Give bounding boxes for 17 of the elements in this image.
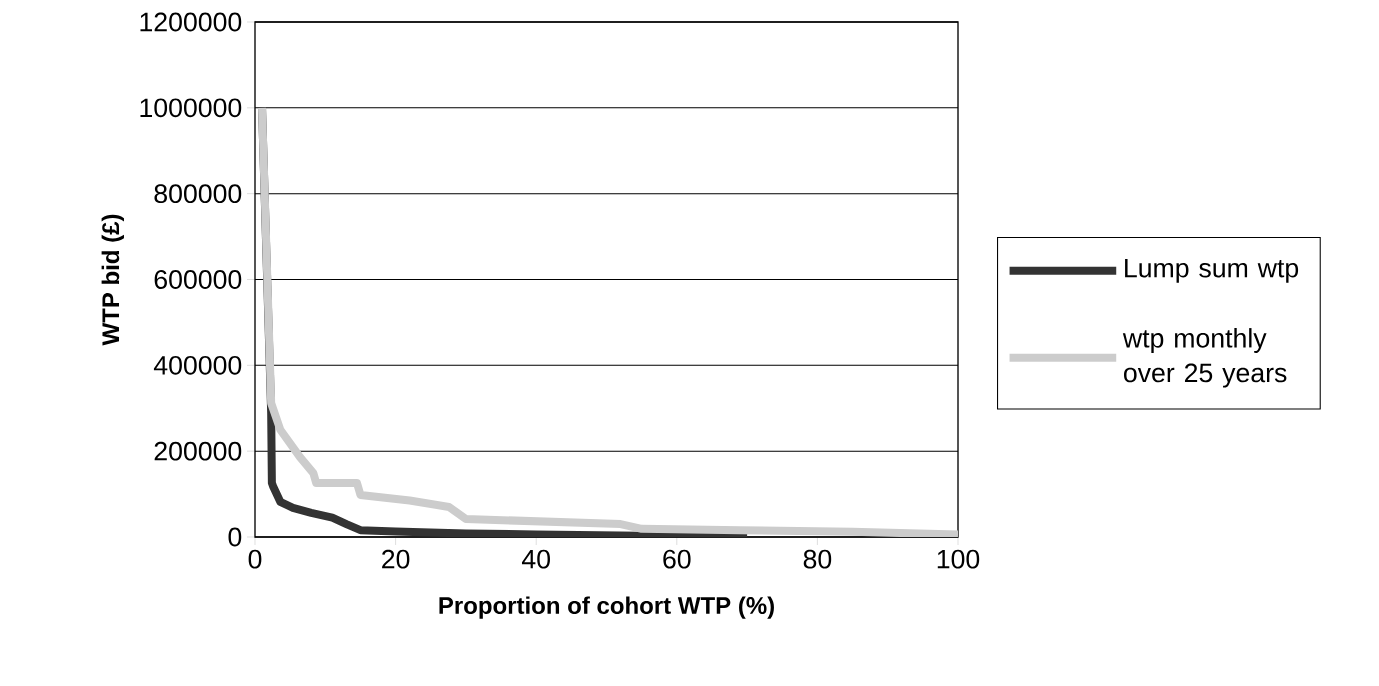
x-tick-label: 60 — [663, 549, 691, 569]
y-tick-label: 200000 — [154, 441, 242, 461]
y-tick-label: 800000 — [154, 184, 242, 204]
y-tick-label: 1200000 — [140, 12, 242, 32]
x-axis-title: Proportion of cohort WTP (%) — [439, 596, 774, 619]
legend-label: Lump sum wtp — [1125, 258, 1299, 283]
y-axis-title: WTP bid (£) — [101, 214, 124, 346]
x-tick-label: 20 — [382, 549, 410, 569]
x-tick-label: 40 — [521, 549, 550, 569]
x-tick-label: 80 — [803, 549, 832, 569]
y-tick-label: 1000000 — [140, 98, 242, 118]
y-tick-label: 0 — [228, 527, 242, 547]
x-tick-label: 0 — [248, 549, 262, 569]
y-tick-label: 400000 — [153, 355, 242, 375]
x-tick-label: 100 — [937, 549, 980, 569]
legend-label: wtp monthly over 25 years — [1122, 328, 1287, 388]
y-tick-label: 600000 — [154, 270, 242, 289]
